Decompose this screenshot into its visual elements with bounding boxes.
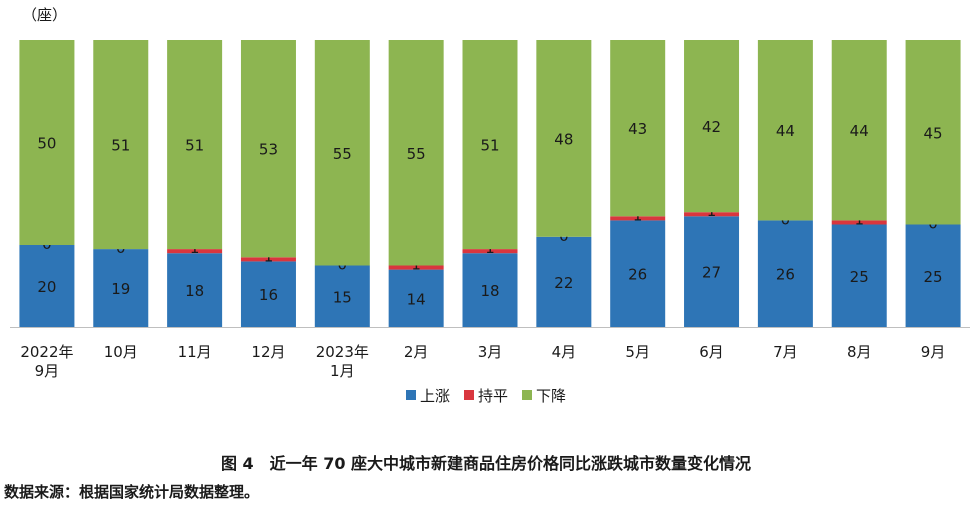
bar-下降-10: [757, 40, 813, 221]
legend-swatch-持平: [464, 390, 474, 400]
bar-下降-11: [831, 40, 887, 221]
bar-上涨-7: [536, 236, 592, 327]
bar-持平-11: [831, 220, 887, 225]
bar-持平-6: [462, 249, 518, 254]
bar-上涨-5: [388, 269, 444, 327]
bar-下降-12: [905, 40, 961, 225]
data-label: 18: [480, 282, 499, 300]
data-label: 45: [924, 124, 943, 142]
data-label: 18: [185, 282, 204, 300]
bar-持平-2: [167, 249, 223, 254]
x-tick-label: 2023年: [316, 343, 369, 361]
data-label: 51: [185, 137, 204, 155]
x-tick-label: 4月: [552, 343, 577, 361]
x-tick-label: 2022年: [20, 343, 73, 361]
x-tick-label: 12月: [251, 343, 285, 361]
data-label: 48: [554, 130, 573, 148]
x-tick-label: 8月: [847, 343, 872, 361]
bar-上涨-9: [684, 216, 740, 327]
bar-上涨-12: [905, 224, 961, 327]
bar-上涨-6: [462, 253, 518, 327]
data-label: 42: [702, 118, 721, 136]
bar-下降-6: [462, 40, 518, 250]
bar-上涨-0: [19, 245, 75, 327]
x-tick-label: 10月: [104, 343, 138, 361]
data-label: 26: [628, 266, 647, 284]
stacked-bar-chart: 200502022年9月1905110月1815111月1615312月1505…: [10, 40, 970, 405]
bar-下降-5: [388, 40, 444, 266]
x-tick-label: 9月: [921, 343, 946, 361]
bar-下降-3: [240, 40, 296, 258]
data-label: 44: [776, 122, 795, 140]
data-label: 14: [407, 290, 426, 308]
data-label: 55: [407, 145, 426, 163]
data-label: 44: [850, 122, 869, 140]
data-label: 25: [924, 268, 943, 286]
data-label: 25: [850, 268, 869, 286]
legend-entry-持平: 持平: [478, 387, 508, 405]
x-tick-label: 3月: [478, 343, 503, 361]
bar-上涨-3: [240, 261, 296, 327]
bar-上涨-2: [167, 253, 223, 327]
legend-entry-下降: 下降: [536, 387, 566, 405]
x-tick-label: 9月: [35, 362, 60, 380]
bar-持平-3: [240, 257, 296, 262]
bar-持平-5: [388, 265, 444, 270]
bar-下降-8: [610, 40, 666, 217]
x-tick-label: 11月: [178, 343, 212, 361]
x-tick-label: 2月: [404, 343, 429, 361]
figure-caption: 图 4 近一年 70 座大中城市新建商品住房价格同比涨跌城市数量变化情况: [220, 454, 752, 473]
data-label: 51: [111, 137, 130, 155]
legend-swatch-上涨: [406, 390, 416, 400]
data-label: 51: [480, 137, 499, 155]
data-label: 53: [259, 141, 278, 159]
bar-上涨-10: [757, 220, 813, 327]
bar-持平-8: [610, 216, 666, 221]
data-label: 16: [259, 286, 278, 304]
data-label: 20: [37, 278, 56, 296]
data-label: 43: [628, 120, 647, 138]
bar-下降-4: [314, 40, 370, 266]
data-label: 22: [554, 274, 573, 292]
bar-下降-7: [536, 40, 592, 237]
bar-上涨-11: [831, 224, 887, 327]
x-tick-label: 6月: [699, 343, 724, 361]
data-label: 15: [333, 288, 352, 306]
x-tick-label: 7月: [773, 343, 798, 361]
bar-上涨-1: [93, 249, 149, 327]
legend-entry-上涨: 上涨: [420, 387, 450, 405]
bar-下降-2: [167, 40, 223, 250]
data-label: 55: [333, 145, 352, 163]
bar-下降-0: [19, 40, 75, 245]
bar-上涨-8: [610, 220, 666, 327]
data-label: 27: [702, 264, 721, 282]
x-tick-label: 5月: [625, 343, 650, 361]
bar-持平-9: [684, 212, 740, 217]
y-axis-unit-label: （座）: [22, 6, 68, 24]
data-label: 19: [111, 280, 130, 298]
legend-swatch-下降: [522, 390, 532, 400]
bar-上涨-4: [314, 265, 370, 327]
data-label: 50: [37, 135, 56, 153]
bar-下降-1: [93, 40, 149, 250]
x-tick-label: 1月: [330, 362, 355, 380]
bar-下降-9: [684, 40, 740, 213]
data-source-note: 数据来源：根据国家统计局数据整理。: [4, 483, 260, 501]
data-label: 26: [776, 266, 795, 284]
